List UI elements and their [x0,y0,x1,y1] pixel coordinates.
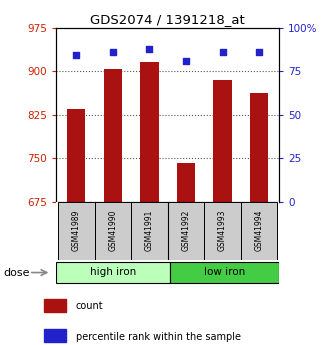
Bar [104,69,122,202]
Text: percentile rank within the sample: percentile rank within the sample [75,332,240,342]
Bar [56,262,169,284]
Point [110,49,116,55]
Text: low iron: low iron [204,267,245,277]
Text: GSM41994: GSM41994 [255,209,264,251]
Text: GSM41990: GSM41990 [108,209,117,251]
Text: GSM41992: GSM41992 [181,209,190,251]
Text: GSM41989: GSM41989 [72,209,81,251]
Bar [177,163,195,202]
Point [74,53,79,58]
Bar [169,262,279,284]
Bar [44,329,66,342]
Bar [204,202,241,260]
Bar [140,62,159,202]
Bar [250,93,268,202]
Text: count: count [75,302,103,311]
Bar [213,80,232,202]
Text: high iron: high iron [90,267,136,277]
Bar [168,202,204,260]
Bar [95,202,131,260]
Text: GSM41993: GSM41993 [218,209,227,251]
Point [183,58,188,63]
Bar [67,109,85,202]
Bar [44,299,66,312]
Title: GDS2074 / 1391218_at: GDS2074 / 1391218_at [90,13,245,27]
Text: dose: dose [3,268,30,277]
Point [147,46,152,51]
Point [256,49,262,55]
Point [220,49,225,55]
Bar [131,202,168,260]
Bar [58,202,95,260]
Bar [241,202,277,260]
Text: GSM41991: GSM41991 [145,209,154,251]
